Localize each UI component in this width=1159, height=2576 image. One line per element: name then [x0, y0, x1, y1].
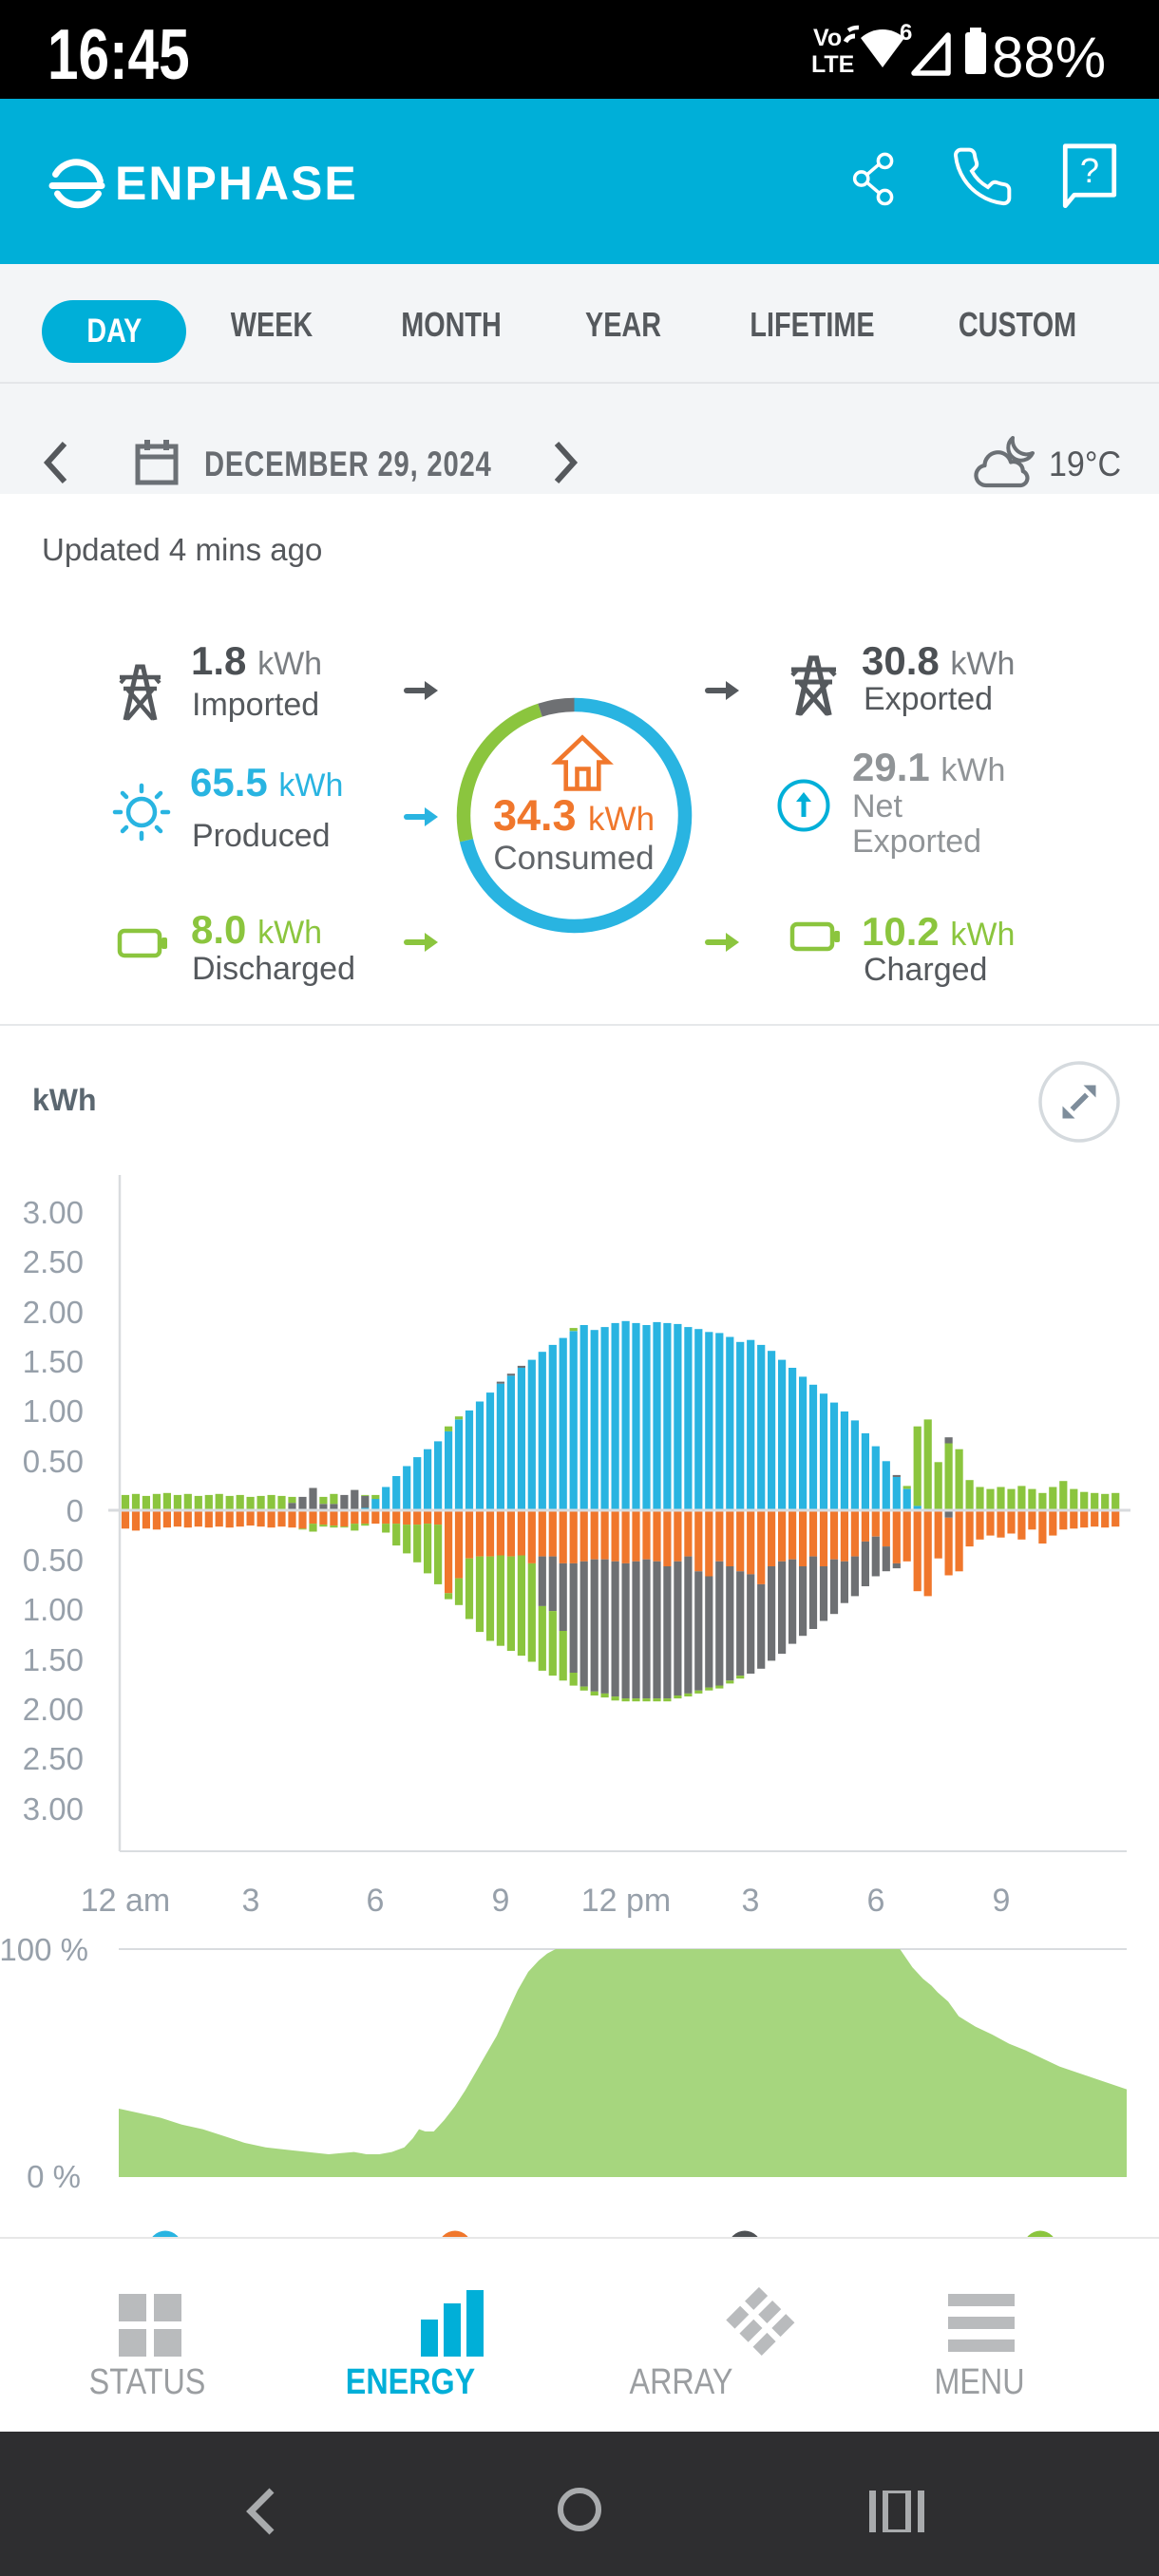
svg-text:1.50: 1.50 — [23, 1642, 84, 1677]
svg-text:2.00: 2.00 — [23, 1692, 84, 1727]
svg-text:1.50: 1.50 — [23, 1344, 84, 1379]
svg-text:12 am: 12 am — [81, 1883, 171, 1919]
svg-text:0.50: 0.50 — [23, 1543, 84, 1578]
svg-text:0: 0 — [66, 1493, 84, 1528]
svg-text:9: 9 — [492, 1883, 510, 1919]
svg-text:3.00: 3.00 — [23, 1791, 84, 1827]
svg-text:Vo: Vo — [813, 25, 842, 51]
svg-text:1.00: 1.00 — [23, 1393, 84, 1429]
svg-text:1.00: 1.00 — [23, 1592, 84, 1627]
svg-text:2.50: 2.50 — [23, 1244, 84, 1279]
svg-text:100 %: 100 % — [0, 1932, 88, 1967]
svg-text:12 pm: 12 pm — [581, 1883, 672, 1919]
svg-text:3.00: 3.00 — [23, 1195, 84, 1230]
svg-text:6: 6 — [367, 1883, 385, 1919]
svg-text:?: ? — [1080, 151, 1099, 190]
svg-text:3: 3 — [242, 1883, 260, 1919]
svg-text:6: 6 — [867, 1883, 885, 1919]
svg-text:9: 9 — [993, 1883, 1011, 1919]
svg-text:6: 6 — [900, 23, 912, 46]
svg-text:LTE: LTE — [811, 51, 854, 78]
svg-text:3: 3 — [742, 1883, 760, 1919]
svg-text:2.00: 2.00 — [23, 1295, 84, 1330]
svg-text:0.50: 0.50 — [23, 1444, 84, 1479]
svg-text:0 %: 0 % — [27, 2159, 81, 2194]
svg-text:2.50: 2.50 — [23, 1741, 84, 1776]
